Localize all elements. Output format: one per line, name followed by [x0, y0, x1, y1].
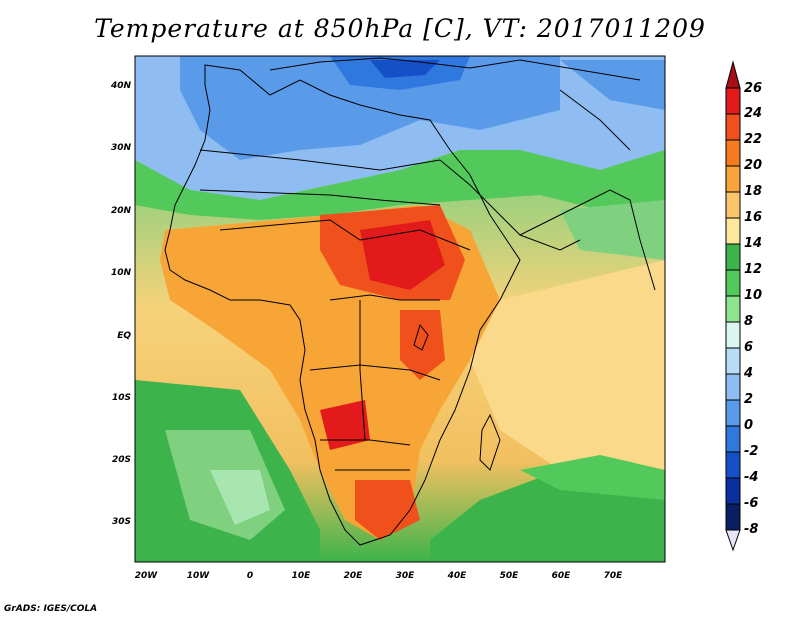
colorbar-label: 4 [743, 366, 753, 381]
colorbar-label: 22 [744, 132, 762, 147]
lon-label: 20W [135, 571, 159, 581]
colorbar-bottom-arrow [725, 529, 741, 552]
colorbar-label: -4 [744, 470, 758, 485]
grads-credit: GrADS: IGES/COLA [4, 604, 98, 614]
colorbar-box [725, 191, 741, 219]
colorbar-box [725, 425, 741, 453]
latitude-axis: 40N 30N 20N 10N EQ 10S 20S 30S [110, 81, 132, 527]
lon-label: 10E [292, 571, 312, 581]
lon-label: 10W [187, 571, 211, 581]
coastlines [164, 57, 656, 546]
lat-label: EQ [117, 331, 131, 341]
longitude-axis: 20W 10W 0 10E 20E 30E 40E 50E 60E 70E [135, 571, 623, 581]
lat-label: 20S [112, 455, 131, 465]
colorbar-label: 12 [744, 262, 762, 277]
colorbar-box [725, 503, 741, 531]
lon-label: 20E [344, 571, 364, 581]
colorbar-label: 24 [744, 106, 762, 121]
colorbar-box [725, 295, 741, 323]
lon-label: 30E [396, 571, 416, 581]
colorbar-label: 20 [744, 158, 762, 173]
colorbar-box [725, 269, 741, 297]
colorbar-top-arrow [725, 60, 741, 89]
lon-label: 60E [552, 571, 572, 581]
colorbar-label: -6 [744, 496, 758, 511]
temperature-field [135, 56, 665, 562]
lon-label: 40E [447, 571, 468, 581]
colorbar-box [725, 217, 741, 245]
colorbar-box [725, 113, 741, 141]
lat-label: 40N [110, 81, 132, 91]
lat-label: 20N [111, 206, 132, 216]
map-frame [134, 55, 666, 563]
colorbar-label: 6 [744, 340, 753, 355]
colorbar-box [725, 321, 741, 349]
colorbar-label: 0 [744, 418, 753, 433]
colorbar-label: 14 [744, 236, 762, 251]
lon-label: 50E [500, 571, 520, 581]
colorbar-label: 16 [744, 210, 762, 225]
colorbar-label: -8 [744, 522, 758, 537]
colorbar-box [725, 243, 741, 271]
lon-label: 0 [247, 571, 253, 581]
colorbar-box [725, 87, 741, 115]
lat-label: 30S [112, 517, 131, 527]
colorbar-box [725, 399, 741, 427]
lat-label: 30N [111, 143, 132, 153]
colorbar-box [725, 477, 741, 505]
colorbar-label: -2 [744, 444, 758, 459]
colorbar [725, 60, 741, 552]
colorbar-label: 26 [744, 81, 762, 96]
lon-label: 70E [604, 571, 624, 581]
map-title: Temperature at 850hPa [C], VT: 201701120… [94, 14, 706, 43]
lat-label: 10N [111, 268, 132, 278]
colorbar-box [725, 165, 741, 193]
colorbar-label: 10 [744, 288, 762, 303]
colorbar-label: 8 [744, 314, 753, 329]
lat-label: 10S [112, 393, 131, 403]
colorbar-label: 2 [744, 392, 753, 407]
colorbar-labels: 26 24 22 20 18 16 14 12 10 8 6 4 2 0 -2 … [743, 81, 762, 537]
colorbar-box [725, 451, 741, 479]
colorbar-box [725, 373, 741, 401]
colorbar-label: 18 [744, 184, 762, 199]
colorbar-box [725, 139, 741, 167]
colorbar-box [725, 347, 741, 375]
